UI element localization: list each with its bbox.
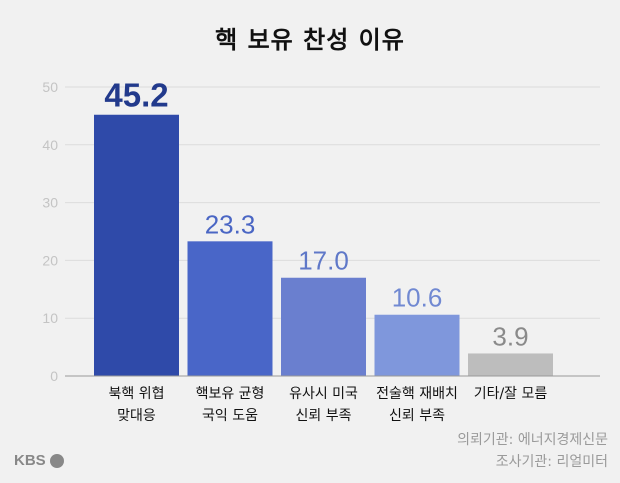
category-label-line: 국익 도움 [202, 408, 258, 424]
y-tick-label: 40 [42, 137, 58, 153]
source-note: 의뢰기관: 에너지경제신문 조사기관: 리얼미터 [457, 429, 608, 473]
bar-5 [468, 353, 553, 376]
y-axis-ticks: 0 10 20 30 40 50 [42, 79, 58, 384]
value-label-4: 10.6 [392, 283, 443, 313]
bars [94, 114, 553, 376]
value-label-5: 3.9 [492, 321, 528, 351]
bar-3 [281, 277, 366, 376]
category-label-line: 전술핵 재배치 [376, 386, 458, 402]
y-tick-label: 30 [42, 195, 58, 211]
category-label-line: 신뢰 부족 [389, 408, 445, 424]
value-label-2: 23.3 [205, 209, 256, 239]
category-label-line: 신뢰 부족 [295, 408, 352, 424]
y-tick-label: 50 [42, 79, 58, 95]
category-label-line: 기타/잘 모름 [473, 386, 548, 402]
category-label-line: 북핵 위협 [108, 386, 165, 402]
y-tick-label: 10 [42, 310, 58, 326]
logo-mark-icon [49, 453, 64, 468]
category-label-line: 핵보유 균형 [195, 386, 265, 402]
y-tick-label: 0 [50, 368, 58, 384]
category-label-5: 기타/잘 모름 [451, 383, 571, 405]
bar-2 [187, 241, 273, 376]
bar-1 [94, 114, 179, 376]
bar-4 [374, 314, 460, 376]
source-client: 의뢰기관: 에너지경제신문 [457, 432, 608, 448]
category-label-line: 유사시 미국 [289, 386, 358, 402]
source-pollster: 조사기관: 리얼미터 [495, 454, 608, 470]
value-labels: 45.2 23.3 17.0 10.6 3.9 [104, 77, 528, 352]
y-tick-label: 20 [42, 252, 58, 268]
value-label-1: 45.2 [104, 77, 168, 114]
kbs-logo: KBS [14, 452, 64, 469]
category-label-line: 맞대응 [117, 408, 156, 424]
value-label-3: 17.0 [298, 246, 349, 276]
chart-title: 핵 보유 찬성 이유 [215, 26, 405, 54]
logo-text: KBS [14, 452, 46, 469]
